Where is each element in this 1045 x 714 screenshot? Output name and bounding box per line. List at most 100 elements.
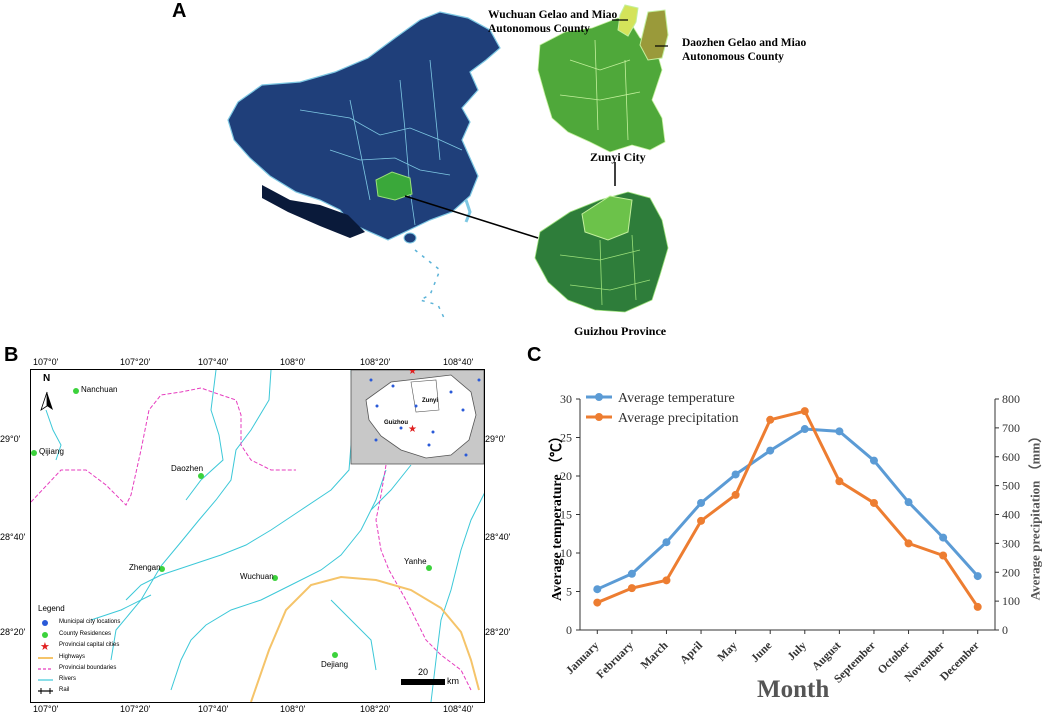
x-tick-label: April (678, 640, 705, 667)
top-tick: 108°20' (360, 357, 391, 367)
right-tick: 28°40' (485, 532, 511, 542)
chart-xlabel: Month (757, 676, 830, 703)
series-1-point (904, 539, 913, 548)
scale-bar (401, 679, 445, 685)
ylabel-left-text: Average temperature （℃） (550, 428, 565, 602)
series-line-0 (596, 427, 979, 591)
series-0-point (973, 572, 982, 581)
panel-c-letter: C (527, 344, 542, 366)
place-nanchuan: Nanchuan (81, 385, 118, 394)
x-tick-label: February (595, 639, 637, 681)
y-tick-label: 10 (560, 546, 572, 560)
series-1-point (766, 415, 775, 424)
place-daozhen: Daozhen (171, 464, 204, 473)
legend-item-capital: Provincial capital cities (59, 642, 120, 648)
zunyi-city-label: Zunyi City (590, 150, 646, 164)
legend-item-boundaries: Provincial boundaries (59, 665, 117, 671)
series-0-point (904, 498, 913, 507)
legend-item-rail: Rail (59, 687, 70, 693)
place-wuchuan: Wuchuan (240, 572, 274, 581)
panel-a-letter: A (172, 0, 187, 22)
legend-item-municipal: Municipal city locations (59, 619, 121, 625)
legend-marker-0 (595, 393, 603, 401)
map-frame: ★ ★ ★ (30, 369, 485, 703)
series-1-point (939, 551, 948, 560)
north-label: N (43, 373, 51, 384)
guizhou-province-map (534, 191, 669, 313)
y-right-tick-label: 0 (1002, 623, 1008, 637)
legend-item-county: County Residences (59, 631, 112, 637)
place-dejiang: Dejiang (321, 660, 349, 669)
scale-unit: km (447, 676, 459, 686)
legend-symbols: ★ (38, 620, 53, 694)
series-0-point (869, 456, 878, 465)
inset-zunyi-label: Zunyi (422, 398, 438, 404)
left-tick: 28°40' (0, 532, 26, 542)
top-tick: 107°0' (33, 357, 59, 367)
series-1-point (800, 407, 809, 416)
y-right-tick-label: 200 (1002, 565, 1020, 579)
bottom-tick: 107°0' (33, 704, 59, 714)
series-0-point (766, 446, 775, 455)
daozhen-label: Daozhen Gelao and Miao Autonomous County (682, 37, 807, 63)
svg-text:★: ★ (40, 640, 50, 653)
series-0-point (627, 569, 636, 578)
y-right-tick-label: 700 (1002, 421, 1020, 435)
y-right-tick-label: 400 (1002, 508, 1020, 522)
top-tick: 107°40' (198, 357, 229, 367)
series-0-point (800, 425, 809, 434)
series-0-point (835, 427, 844, 436)
right-tick: 29°0' (485, 434, 506, 444)
bottom-tick: 108°20' (360, 704, 391, 714)
north-arrow (40, 391, 53, 411)
bottom-tick: 107°40' (198, 704, 229, 714)
series-1-point (835, 477, 844, 486)
y-tick-label: 5 (566, 585, 572, 599)
series-1-point (869, 498, 878, 507)
place-yanhe: Yanhe (404, 557, 427, 566)
y-tick-label: 30 (560, 392, 572, 406)
x-tick-label: May (715, 639, 739, 663)
series-1-point (662, 576, 671, 585)
place-qijiang: Qijiang (39, 447, 64, 456)
wuchuan-label: Wuchuan Gelao and Miao Autonomous County (488, 9, 618, 35)
series-line-1 (596, 409, 979, 608)
svg-text:★: ★ (408, 424, 417, 435)
legend-label-1: Average precipitation (618, 411, 739, 426)
top-tick: 107°20' (120, 357, 151, 367)
x-tick-label: July (786, 639, 810, 663)
y-right-tick-label: 100 (1002, 594, 1020, 608)
series-1-point (627, 584, 636, 593)
bottom-tick: 108°0' (280, 704, 306, 714)
map-lines: ★ ★ ★ (31, 370, 484, 702)
x-tick-label: August (810, 640, 843, 673)
place-zhengan: Zhengan (129, 563, 161, 572)
legend-item-highways: Highways (59, 654, 86, 660)
zunyi-city-map (537, 4, 669, 186)
y-right-tick-label: 500 (1002, 479, 1020, 493)
series-0-point (593, 585, 602, 594)
bottom-tick: 108°40' (443, 704, 474, 714)
y-tick-label: 20 (560, 469, 572, 483)
top-tick: 108°40' (443, 357, 474, 367)
series-0-point (731, 470, 740, 479)
series-1-point (697, 516, 706, 525)
series-1-point (593, 598, 602, 607)
y-right-tick-label: 300 (1002, 536, 1020, 550)
inset-guizhou-label: Guizhou (384, 420, 408, 426)
ylabel-right-text: Average precipitation （mm） (1027, 429, 1043, 601)
inset-map: ★ ★ (350, 370, 484, 465)
y-right-tick-label: 600 (1002, 450, 1020, 464)
series-1-point (731, 490, 740, 499)
panel-b-letter: B (4, 344, 19, 366)
svg-text:★: ★ (408, 370, 417, 377)
scale-value: 20 (418, 667, 429, 677)
y-tick-label: 25 (560, 431, 572, 445)
right-tick: 28°20' (485, 627, 511, 637)
y-tick-label: 0 (566, 623, 572, 637)
x-tick-label: March (639, 639, 671, 671)
left-tick: 29°0' (0, 434, 21, 444)
guizhou-province-label: Guizhou Province (574, 324, 667, 338)
china-map (227, 11, 539, 321)
